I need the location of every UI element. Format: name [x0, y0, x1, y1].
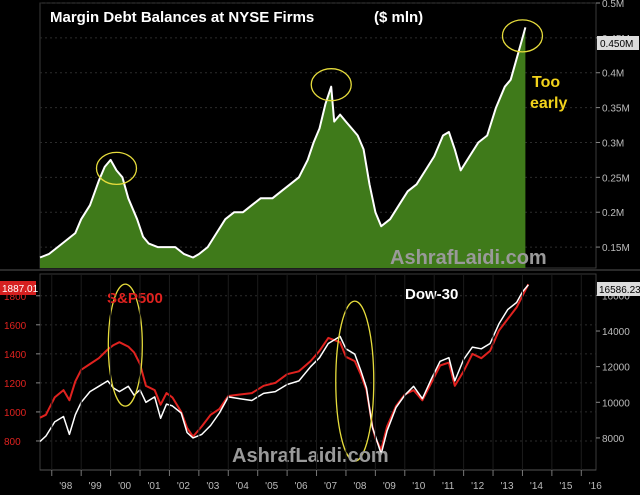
dow30-legend-label: Dow-30: [405, 286, 458, 303]
index-drop-ellipse: [335, 300, 375, 462]
too-early-annotation-line2: early: [530, 95, 567, 112]
margin-debt-area: [40, 27, 526, 269]
x-tick-label: '13: [501, 481, 514, 492]
margin-debt-peak-circle: [310, 68, 352, 102]
sp500-y-axis: 1800 1600 1400 1200 1000 800: [4, 292, 40, 448]
sp500-y-tick-label: 1600: [4, 321, 27, 332]
margin-debt-y-tick-label: 0.25M: [602, 173, 630, 184]
dow30-y-axis: 16000 14000 12000 10000 8000: [596, 291, 630, 445]
x-tick-label: '10: [412, 481, 425, 492]
chart-unit-label: ($ mln): [374, 9, 423, 26]
x-tick-label: '08: [353, 481, 366, 492]
x-tick-label: '98: [59, 481, 72, 492]
margin-debt-peak-circle: [501, 19, 544, 53]
sp500-last-value-tag: [0, 281, 36, 295]
bottom-watermark: AshrafLaidi.com: [232, 445, 389, 467]
sp500-y-tick-label: 1000: [4, 408, 27, 419]
sp500-y-tick-label: 800: [4, 437, 21, 448]
x-axis-ticks: '98 '99 '00 '01 '02 '03 '04 '05 '06 '07 '08 '09 '10 '…: [51, 274, 602, 492]
sp500-line: [39, 283, 530, 451]
x-tick-label: '02: [177, 481, 190, 492]
sp500-y-tick-label: 1400: [4, 350, 27, 361]
x-tick-label: '14: [530, 481, 543, 492]
x-tick-label: '06: [295, 481, 308, 492]
x-tick-label: '15: [559, 481, 572, 492]
margin-debt-y-tick-label: 0.15M: [602, 243, 630, 254]
sp500-y-tick-label: 1200: [4, 379, 27, 390]
dow30-last-value-label: 16586.23: [599, 285, 640, 296]
dow30-y-tick-label: 12000: [602, 363, 630, 374]
dow30-y-tick-label: 14000: [602, 327, 630, 338]
dow30-line: [39, 284, 529, 455]
dow30-y-tick-label: 16000: [602, 291, 630, 302]
chart-title: Margin Debt Balances at NYSE Firms: [50, 9, 314, 26]
x-tick-label: '09: [383, 481, 396, 492]
index-drop-ellipse: [107, 283, 143, 407]
x-axis: '98 '99 '00 '01 '02 '03 '04 '05 '06 '07 '08 '09 '10 '…: [40, 274, 602, 492]
sp500-legend-label: S&P500: [107, 290, 163, 307]
index-drop-ellipses: [107, 283, 375, 462]
dow30-y-tick-label: 8000: [602, 434, 625, 445]
margin-debt-y-tick-label: 0.4M: [602, 69, 624, 80]
x-tick-label: '01: [147, 481, 160, 492]
x-tick-label: '99: [89, 481, 102, 492]
too-early-annotation-line1: Too: [532, 74, 560, 91]
margin-debt-last-value-tag: [597, 36, 639, 50]
dow30-y-tick-label: 10000: [602, 398, 630, 409]
dow30-last-value-tag: [597, 282, 640, 296]
margin-debt-peak-circle: [95, 151, 138, 186]
sp500-last-value-label: 1887.01: [2, 284, 39, 295]
margin-debt-last-value-label: 0.450M: [600, 39, 633, 50]
margin-debt-y-tick-label: 0.3M: [602, 138, 624, 149]
margin-debt-y-tick-label: 0.35M: [602, 104, 630, 115]
margin-debt-line: [39, 27, 527, 259]
x-tick-label: '05: [265, 481, 278, 492]
top-watermark: AshrafLaidi.com: [390, 247, 547, 269]
sp500-y-tick-label: 1800: [4, 292, 27, 303]
x-tick-label: '07: [324, 481, 337, 492]
x-tick-label: '11: [442, 481, 455, 492]
margin-debt-y-tick-label: 0.2M: [602, 208, 624, 219]
x-tick-label: '04: [236, 481, 249, 492]
margin-debt-y-tick-label: 0.5M: [602, 0, 624, 10]
index-plot-frame: [39, 273, 597, 471]
x-tick-label: '00: [118, 481, 131, 492]
margin-debt-peak-circles: [95, 19, 544, 186]
x-tick-label: '12: [471, 481, 484, 492]
x-tick-label: '03: [206, 481, 219, 492]
x-tick-label: '16: [589, 481, 602, 492]
